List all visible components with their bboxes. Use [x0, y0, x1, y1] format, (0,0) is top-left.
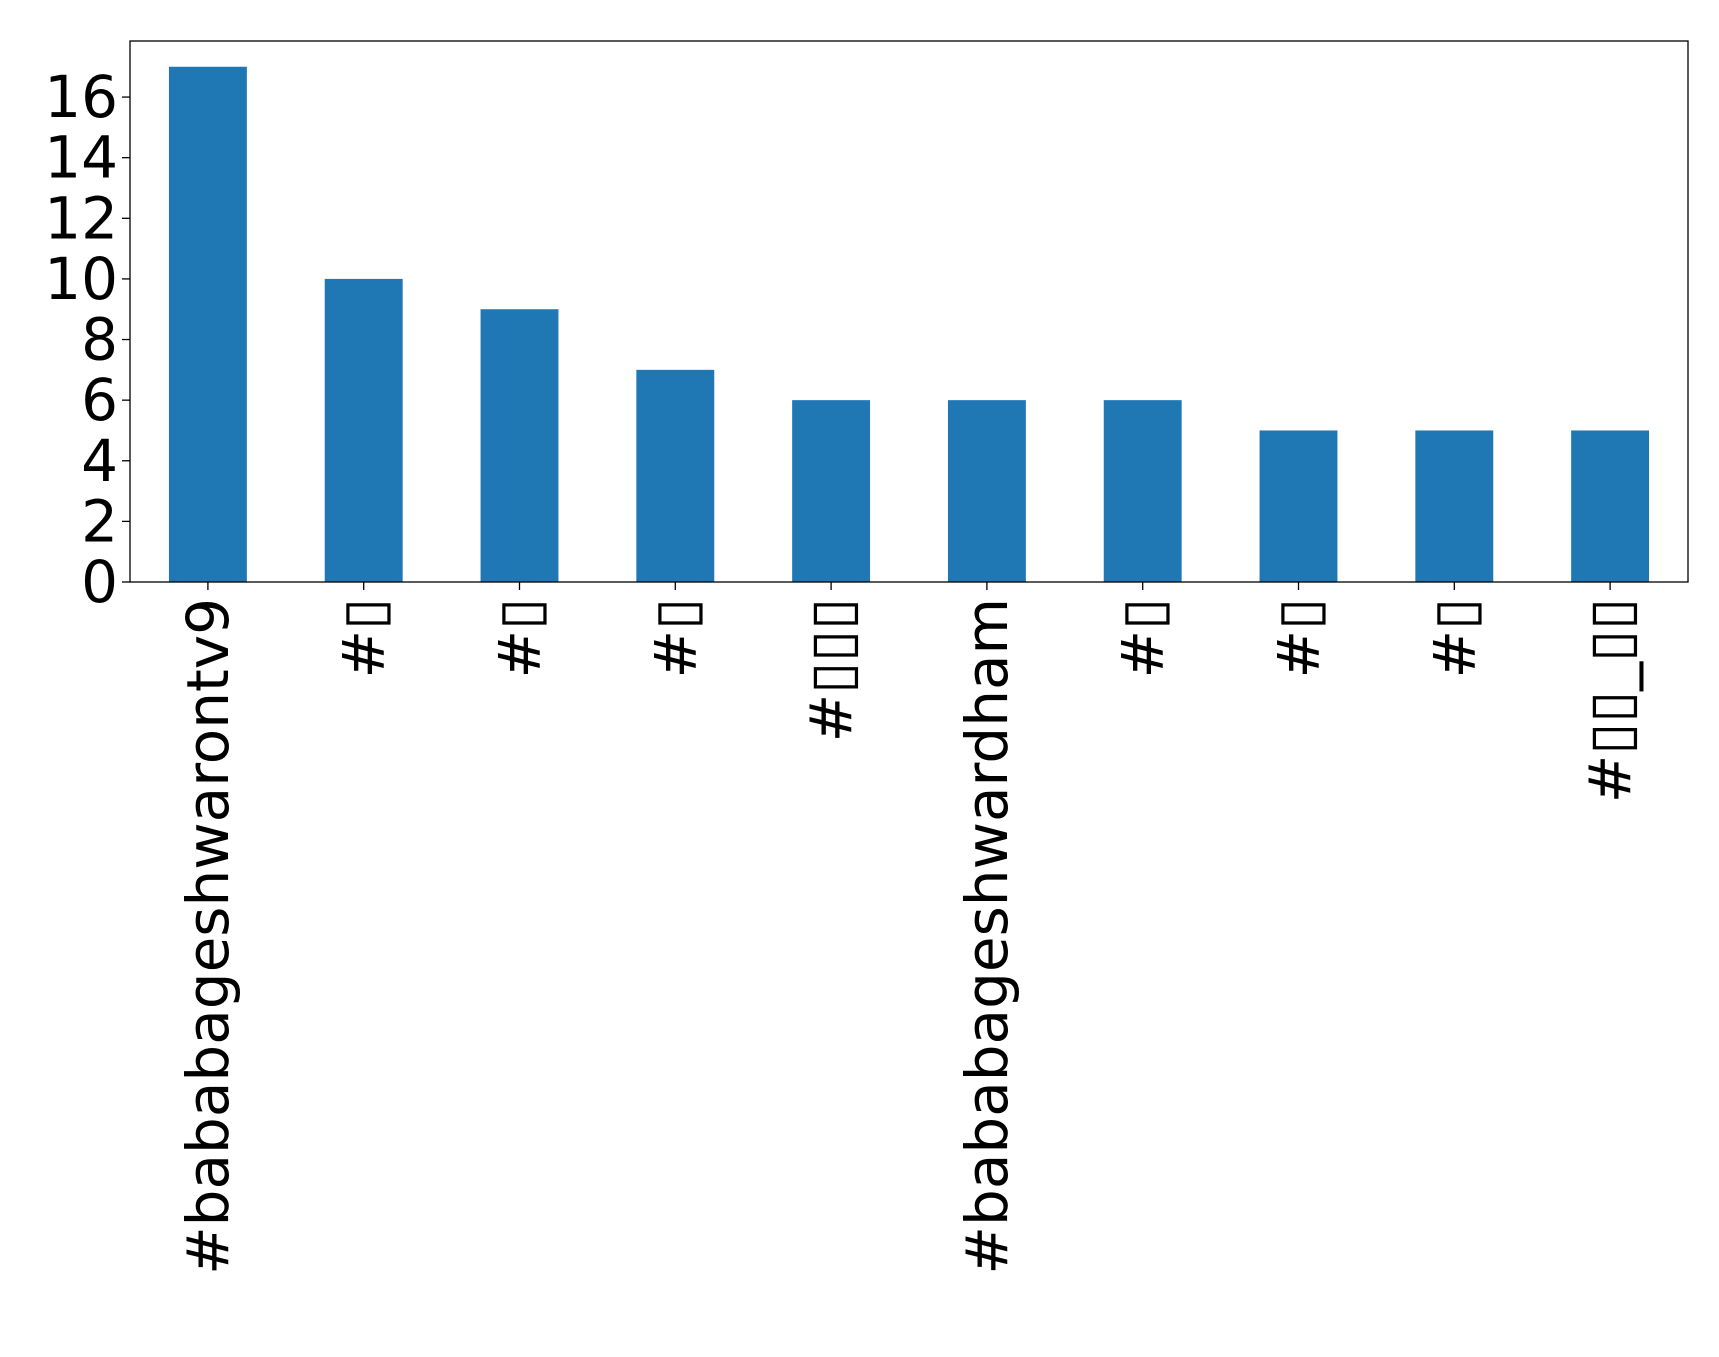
y-tick-label-0: 0 [81, 548, 118, 616]
bar-9 [1571, 430, 1650, 582]
x-tick-label-7: #▯ [1265, 598, 1333, 679]
x-tick-label-8: #▯ [1420, 598, 1488, 679]
x-tick-label-0: #bababageshwarontv9 [174, 598, 242, 1275]
y-tick-label-6: 12 [44, 184, 118, 252]
y-tick-label-2: 4 [81, 427, 118, 495]
y-tick-label-8: 16 [44, 63, 118, 131]
bar-6 [1103, 400, 1182, 582]
bar-2 [480, 309, 559, 582]
x-tick-label-6: #▯ [1109, 598, 1177, 679]
x-axis: #bababageshwarontv9 #▯ #▯ #▯ #▯▯▯ #bababagesh… [174, 582, 1644, 1275]
bar-4 [792, 400, 871, 582]
x-tick-label-9: #▯▯_▯▯ [1576, 598, 1644, 803]
y-tick-label-3: 6 [81, 366, 118, 434]
y-tick-label-4: 8 [81, 306, 118, 374]
y-tick-label-5: 10 [44, 245, 118, 313]
bar-1 [324, 278, 403, 582]
x-tick-label-1: #▯ [330, 598, 398, 679]
plot-frame [129, 40, 1689, 583]
bar-8 [1415, 430, 1494, 582]
x-tick-label-3: #▯ [641, 598, 709, 679]
bar-5 [947, 400, 1026, 582]
bars-group [168, 66, 1650, 582]
y-tick-label-7: 14 [44, 124, 118, 192]
bar-0 [168, 66, 247, 582]
x-tick-label-5: #bababageshwardham [953, 598, 1021, 1275]
x-tick-label-4: #▯▯▯ [797, 598, 865, 742]
x-tick-label-2: #▯ [486, 598, 554, 679]
y-tick-label-1: 2 [81, 487, 118, 555]
bar-7 [1259, 430, 1338, 582]
bar-3 [636, 369, 715, 582]
